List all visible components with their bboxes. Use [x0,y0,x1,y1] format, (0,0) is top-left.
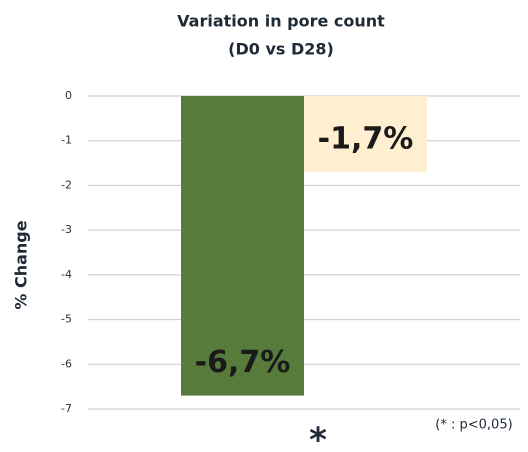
y-tick-label: -7 [61,402,72,415]
significance-note: (* : p<0,05) [435,418,512,433]
bar [304,96,427,173]
chart-title: Variation in pore count [177,12,385,31]
significance-star: * [309,421,327,452]
y-axis-label: % Change [12,220,31,309]
y-tick-label: -6 [61,357,72,370]
chart-subtitle: (D0 vs D28) [228,40,334,59]
y-tick-label: -2 [61,178,72,191]
y-tick-label: -4 [61,268,72,281]
y-tick-label: -3 [61,223,72,236]
bar [181,96,304,396]
y-tick-label: -1 [61,134,72,147]
y-tick-label: 0 [65,89,72,102]
y-tick-label: -5 [61,313,72,326]
value-label: -1,7% [318,122,414,157]
value-label: -6,7% [195,345,291,380]
